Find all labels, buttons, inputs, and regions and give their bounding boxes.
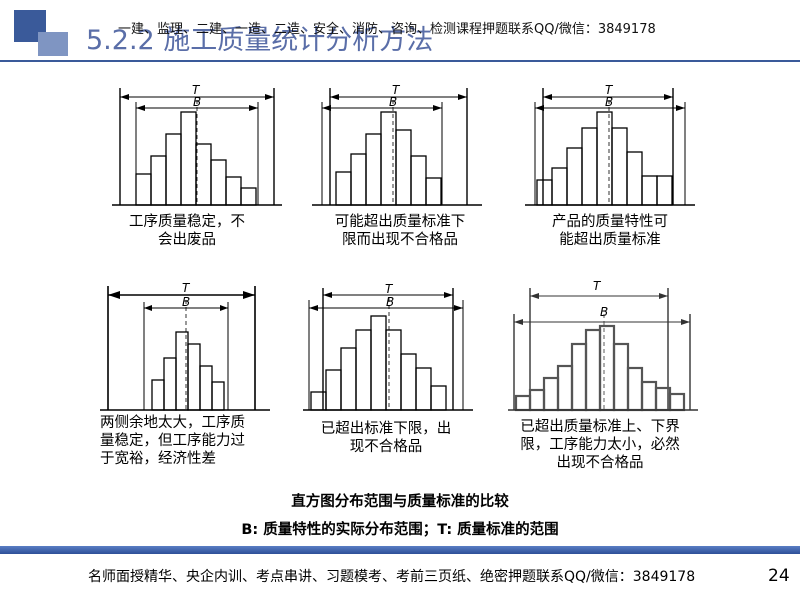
footer-bar <box>0 546 800 554</box>
footer-text: 名师面授精华、央企内训、考点串讲、习题模考、考前三页纸、绝密押题联系QQ/微信：… <box>88 569 696 585</box>
panel-caption-6: 已超出质量标准上、下界 限，工序能力太小，必然 出现不合格品 <box>520 419 680 471</box>
histogram-panel-1: T B <box>112 83 282 206</box>
header-watermark: 一建、监理、二建、一造、二造、安全、消防、咨询、检测课程押题联系QQ/微信：38… <box>118 22 656 37</box>
panel-caption-5: 已超出标准下限，出 现不合格品 <box>320 421 452 455</box>
label-T: T <box>192 83 201 97</box>
histogram-panel-6: T B <box>508 279 698 412</box>
label-B: B <box>386 295 394 309</box>
label-T: T <box>182 281 191 295</box>
histogram-panel-2: T B <box>312 83 482 206</box>
label-T: T <box>385 282 394 296</box>
decor-square-light <box>38 32 68 56</box>
panel-caption-3: 产品的质量特性可 能超出质量标准 <box>552 214 668 248</box>
page-number: 24 <box>768 566 790 586</box>
figure-caption-legend: B: 质量特性的实际分布范围；T: 质量标准的范围 <box>241 522 559 538</box>
figure-caption-title: 直方图分布范围与质量标准的比较 <box>291 494 509 510</box>
label-T: T <box>593 279 602 293</box>
panel-caption-1: 工序质量稳定，不 会出废品 <box>129 214 245 248</box>
label-B: B <box>600 305 608 319</box>
header-divider <box>0 60 800 62</box>
label-T: T <box>392 83 401 97</box>
panel-caption-2: 可能超出质量标准下 限而出现不合格品 <box>334 214 466 248</box>
panel-caption-4: 两侧余地太大，工序质 量稳定，但工序能力过 于宽裕，经济性差 <box>100 415 245 467</box>
label-T: T <box>605 83 614 97</box>
page-title: 5.2.2 施工质量统计分析方法 <box>86 25 434 56</box>
histogram-panel-3: T B <box>525 83 695 206</box>
histogram-panel-5: T B <box>303 282 473 411</box>
histogram-panel-4: T B <box>100 281 270 411</box>
